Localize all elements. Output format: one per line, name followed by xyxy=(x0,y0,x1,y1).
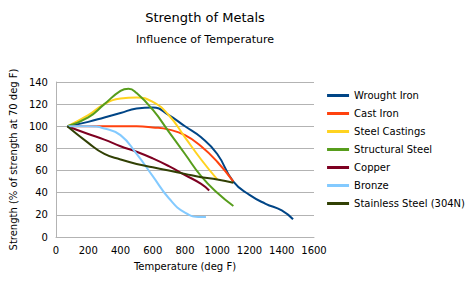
svg-text:40: 40 xyxy=(35,187,48,198)
svg-text:Cast Iron: Cast Iron xyxy=(354,108,399,119)
svg-text:600: 600 xyxy=(143,245,162,256)
svg-text:1600: 1600 xyxy=(301,245,326,256)
svg-text:0: 0 xyxy=(42,232,48,243)
svg-text:Stainless Steel (304N): Stainless Steel (304N) xyxy=(354,198,465,209)
svg-text:100: 100 xyxy=(29,121,48,132)
svg-text:Wrought Iron: Wrought Iron xyxy=(354,90,419,101)
svg-text:120: 120 xyxy=(29,99,48,110)
svg-text:Influence of Temperature: Influence of Temperature xyxy=(136,33,274,46)
svg-text:1000: 1000 xyxy=(205,245,230,256)
svg-text:200: 200 xyxy=(79,245,98,256)
svg-text:Steel Castings: Steel Castings xyxy=(354,126,425,137)
svg-text:80: 80 xyxy=(35,143,48,154)
svg-text:1200: 1200 xyxy=(237,245,262,256)
svg-text:Temperature (deg F): Temperature (deg F) xyxy=(133,261,236,272)
svg-text:0: 0 xyxy=(53,245,59,256)
svg-text:Strength (% of strength at 70: Strength (% of strength at 70 deg F) xyxy=(8,68,19,250)
svg-text:800: 800 xyxy=(175,245,194,256)
svg-text:140: 140 xyxy=(29,77,48,88)
svg-text:400: 400 xyxy=(111,245,130,256)
svg-text:Strength of Metals: Strength of Metals xyxy=(145,10,265,25)
svg-text:60: 60 xyxy=(35,165,48,176)
svg-text:1400: 1400 xyxy=(269,245,294,256)
svg-text:Structural Steel: Structural Steel xyxy=(354,144,432,155)
svg-text:20: 20 xyxy=(35,209,48,220)
svg-text:Bronze: Bronze xyxy=(354,180,389,191)
svg-text:Copper: Copper xyxy=(354,162,391,173)
